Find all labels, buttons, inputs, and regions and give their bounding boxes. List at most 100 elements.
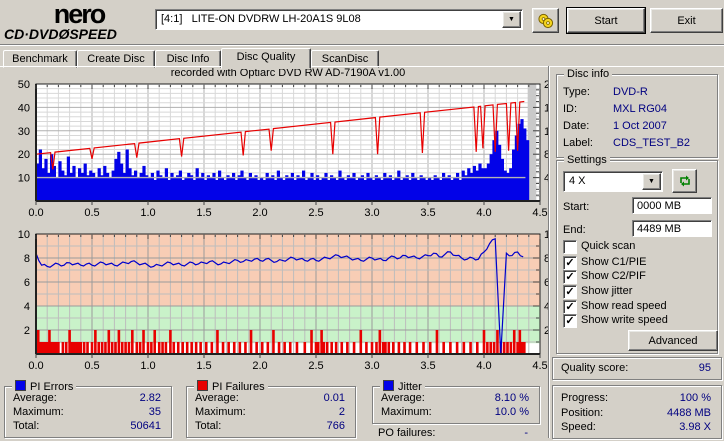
show-jitter-checkbox[interactable]: ✓ [563, 285, 577, 299]
svg-text:2.0: 2.0 [252, 360, 267, 372]
pif-jitter-chart: 2 2 4 4 6 6 8 8 10 10 0.0 0.5 1.0 1.5 2.0 2.5 3.0 3.5 4.0 4… [18, 229, 550, 372]
show-jitter-label[interactable]: Show jitter [581, 285, 633, 297]
pi-errors-stats-title: PI Errors [12, 380, 77, 393]
quality-score-label: Quality score: [561, 362, 629, 374]
jitter-maximum-value: 10.0 % [494, 406, 529, 418]
show-c1-pie-label[interactable]: Show C1/PIE [581, 256, 647, 268]
svg-text:12: 12 [544, 126, 550, 138]
eject-disc-button[interactable] [532, 8, 559, 33]
drive-selector-value: [4:1] LITE-ON DVDRW LH-20A1S 9L08 [161, 13, 361, 25]
disc-glyph-icon: Ø [58, 26, 70, 42]
show-c2-pif-checkbox[interactable]: ✓ [563, 270, 577, 284]
jitter-average-label: Average: [381, 392, 425, 404]
disc-info-title: Disc info [564, 68, 613, 80]
tab-disc-quality[interactable]: Disc Quality [221, 48, 311, 69]
band [36, 306, 540, 344]
svg-text:2: 2 [24, 325, 30, 337]
disc-label-value: CDS_TEST_B2 [613, 137, 691, 149]
pi-failures-maximum-value: 2 [338, 406, 345, 418]
end-position-input[interactable] [632, 220, 712, 237]
show-write-speed-label[interactable]: Show write speed [581, 314, 668, 326]
show-read-speed-checkbox[interactable]: ✓ [563, 300, 577, 314]
refresh-speeds-button[interactable] [672, 169, 697, 193]
pi-errors-swatch-icon [15, 380, 26, 391]
svg-text:3.5: 3.5 [420, 360, 435, 372]
svg-text:4.0: 4.0 [476, 360, 491, 372]
chevron-down-icon: ▼ [648, 178, 655, 185]
nero-logo-text: nero [53, 0, 107, 29]
svg-text:2.0: 2.0 [252, 207, 267, 219]
chevron-down-icon: ▼ [508, 16, 515, 23]
svg-text:10: 10 [18, 173, 30, 185]
position-marker [527, 84, 537, 200]
svg-text:0.0: 0.0 [28, 207, 43, 219]
progress-value: 100 % [679, 392, 711, 404]
grid [36, 234, 540, 354]
disc-date-label: Date: [563, 120, 590, 132]
show-c1-pie-checkbox[interactable]: ✓ [563, 256, 577, 270]
check-icon: ✓ [565, 301, 575, 313]
svg-text:1.5: 1.5 [196, 360, 211, 372]
show-read-speed-label[interactable]: Show read speed [581, 300, 667, 312]
scan-speed-dropdown-button[interactable]: ▼ [642, 173, 661, 190]
start-position-label: Start: [563, 201, 590, 213]
discs-icon [538, 13, 554, 28]
pi-failures-stats: PI Failures Average: 0.01 Maximum: 2 Tot… [186, 380, 356, 438]
svg-text:3.5: 3.5 [420, 207, 435, 219]
write-speed-line [35, 100, 525, 170]
tab-scandisc[interactable]: ScanDisc [311, 50, 379, 68]
disc-type-value: DVD-R [613, 86, 648, 98]
pif-bars [35, 330, 526, 354]
svg-text:8: 8 [544, 253, 550, 265]
drive-selector-dropdown-button[interactable]: ▼ [502, 11, 521, 28]
show-c2-pif-label[interactable]: Show C2/PIF [581, 270, 646, 282]
drive-selector[interactable]: [4:1] LITE-ON DVDRW LH-20A1S 9L08 ▼ [155, 9, 523, 30]
svg-text:0.5: 0.5 [84, 207, 99, 219]
chart-title: recorded with Optiarc DVD RW AD-7190A v1… [171, 67, 406, 79]
axis-labels: 10 20 30 40 50 4 8 12 16 20 0.0 0.5 1.0 1.5 2.0 2.5 3.0 3… [18, 79, 550, 219]
pi-errors-series [36, 119, 530, 201]
quick-scan-label[interactable]: Quick scan [581, 240, 636, 252]
pi-failures-total-value: 766 [326, 420, 345, 432]
svg-text:0.0: 0.0 [28, 360, 43, 372]
pi-errors-average-label: Average: [13, 392, 57, 404]
quick-scan-checkbox[interactable]: ✓ [563, 240, 577, 254]
pi-errors-stats: PI Errors Average: 2.82 Maximum: 35 Tota… [4, 380, 172, 438]
axis-labels: 2 2 4 4 6 6 8 8 10 10 0.0 0.5 1.0 1.5 2.0 2.5 3.0 3.5 4.0 4… [18, 229, 550, 372]
advanced-button[interactable]: Advanced [628, 330, 718, 351]
tab-benchmark[interactable]: Benchmark [3, 50, 77, 68]
svg-text:20: 20 [18, 149, 30, 161]
tab-disc-info[interactable]: Disc Info [155, 50, 221, 68]
svg-text:4.5: 4.5 [532, 207, 547, 219]
svg-text:16: 16 [544, 102, 550, 114]
po-failures-label: PO failures: [378, 427, 436, 439]
svg-text:4.5: 4.5 [532, 360, 547, 372]
check-icon: ✓ [565, 286, 575, 298]
svg-text:6: 6 [24, 277, 30, 289]
sidebar-divider [548, 66, 550, 438]
show-write-speed-checkbox[interactable]: ✓ [563, 314, 577, 328]
speed-label: Speed: [561, 421, 596, 433]
svg-text:4: 4 [24, 301, 30, 313]
pi-failures-swatch-icon [197, 380, 208, 391]
check-icon: ✓ [565, 257, 575, 269]
position-label: Position: [561, 407, 604, 419]
exit-button[interactable]: Exit [650, 8, 723, 33]
disc-date-value: 1 Oct 2007 [613, 120, 667, 132]
svg-text:40: 40 [18, 102, 30, 114]
svg-text:4: 4 [544, 173, 550, 185]
po-failures-value: - [524, 427, 528, 439]
position-value: 4488 MB [666, 407, 711, 419]
start-button[interactable]: Start [567, 8, 645, 33]
progress-label: Progress: [561, 392, 609, 404]
disc-id-label: ID: [563, 103, 578, 115]
jitter-swatch-icon [383, 380, 394, 391]
pi-errors-maximum-value: 35 [148, 406, 161, 418]
check-icon: ✓ [565, 271, 575, 283]
tab-create-disc[interactable]: Create Disc [77, 50, 155, 68]
scan-speed-select[interactable]: 4 X ▼ [563, 171, 663, 192]
settings-group: Settings [556, 154, 718, 354]
pi-failures-maximum-label: Maximum: [195, 406, 246, 418]
pi-failures-average-value: 0.01 [323, 392, 345, 404]
start-position-input[interactable] [632, 197, 712, 214]
